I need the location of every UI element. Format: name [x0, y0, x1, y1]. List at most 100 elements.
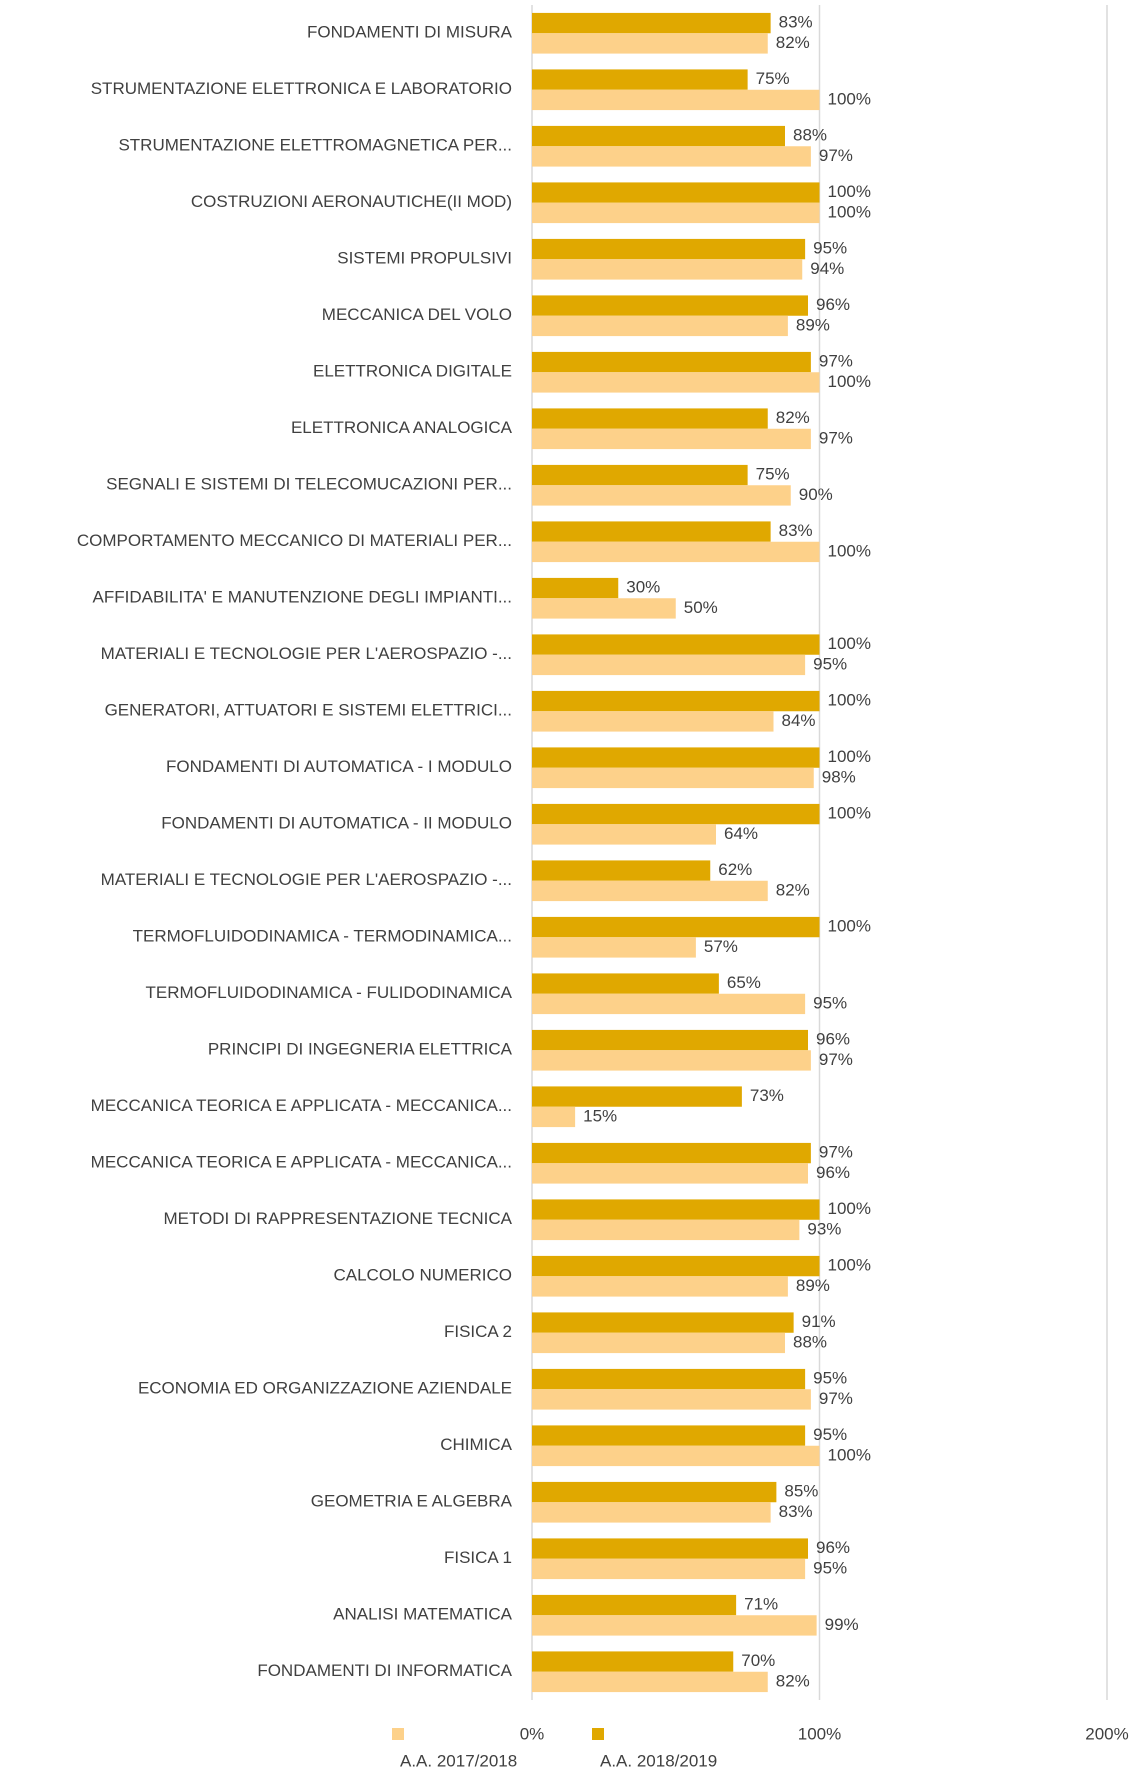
- value-label: 100%: [828, 541, 871, 560]
- bar: [532, 1389, 811, 1410]
- value-label: 83%: [779, 1502, 813, 1521]
- legend-swatch: [592, 1728, 604, 1740]
- y-tick-label: MATERIALI E TECNOLOGIE PER L'AEROSPAZIO …: [101, 644, 512, 663]
- value-label: 100%: [828, 804, 871, 823]
- bar: [532, 1050, 811, 1071]
- y-tick-label: TERMOFLUIDODINAMICA - TERMODINAMICA...: [133, 927, 512, 946]
- y-tick-label: FISICA 2: [444, 1322, 512, 1341]
- value-label: 89%: [796, 1276, 830, 1295]
- bar: [532, 937, 696, 958]
- bar: [532, 1219, 800, 1241]
- value-label: 100%: [828, 747, 871, 766]
- bar: [532, 1594, 737, 1616]
- bar: [532, 146, 811, 167]
- bar: [532, 747, 820, 768]
- bar: [532, 803, 820, 825]
- value-label: 83%: [779, 13, 813, 32]
- value-label: 70%: [741, 1651, 775, 1670]
- bar: [532, 711, 774, 732]
- legend-label: A.A. 2018/2019: [600, 1751, 717, 1770]
- bar: [532, 1558, 806, 1580]
- y-tick-label: CALCOLO NUMERICO: [333, 1266, 512, 1285]
- value-label: 95%: [813, 1558, 847, 1577]
- value-label: 94%: [810, 259, 844, 278]
- value-label: 100%: [828, 917, 871, 936]
- bar: [532, 1502, 771, 1523]
- y-tick-label: GENERATORI, ATTUATORI E SISTEMI ELETTRIC…: [105, 701, 512, 720]
- bar: [532, 993, 806, 1015]
- value-label: 65%: [727, 973, 761, 992]
- value-label: 100%: [828, 89, 871, 108]
- value-label: 30%: [626, 578, 660, 597]
- y-tick-label: METODI DI RAPPRESENTAZIONE TECNICA: [163, 1209, 512, 1228]
- value-label: 57%: [704, 937, 738, 956]
- value-label: 100%: [828, 1445, 871, 1464]
- bar: [532, 1445, 820, 1467]
- bar: [532, 654, 806, 676]
- x-tick-label: 100%: [798, 1724, 841, 1743]
- y-tick-label: STRUMENTAZIONE ELETTRONICA E LABORATORIO: [91, 79, 512, 98]
- bar: [532, 577, 619, 599]
- y-tick-label: ECONOMIA ED ORGANIZZAZIONE AZIENDALE: [138, 1379, 512, 1398]
- value-label: 95%: [813, 654, 847, 673]
- value-label: 88%: [793, 1332, 827, 1351]
- bar: [532, 125, 785, 147]
- value-label: 99%: [825, 1615, 859, 1634]
- bar: [532, 1163, 808, 1184]
- y-tick-label: PRINCIPI DI INGEGNERIA ELETTRICA: [208, 1040, 513, 1059]
- bar: [532, 69, 748, 90]
- bar: [532, 372, 820, 393]
- value-label: 64%: [724, 824, 758, 843]
- bar: [532, 1086, 742, 1107]
- y-tick-label: FONDAMENTI DI INFORMATICA: [257, 1661, 512, 1680]
- bar: [532, 12, 771, 34]
- y-tick-label: ANALISI MATEMATICA: [333, 1605, 513, 1624]
- bar: [532, 202, 820, 224]
- bar: [532, 1671, 768, 1693]
- bar: [532, 541, 820, 563]
- y-tick-label: FONDAMENTI DI AUTOMATICA - II MODULO: [161, 814, 512, 833]
- value-label: 50%: [684, 598, 718, 617]
- value-label: 95%: [813, 1369, 847, 1388]
- bar: [532, 1276, 788, 1297]
- value-label: 100%: [828, 1199, 871, 1218]
- value-label: 82%: [776, 1671, 810, 1690]
- bar: [532, 1368, 806, 1390]
- bar: [532, 259, 803, 280]
- value-label: 82%: [776, 33, 810, 52]
- value-label: 97%: [819, 428, 853, 447]
- bar: [532, 1481, 777, 1503]
- value-label: 100%: [828, 691, 871, 710]
- bar: [532, 33, 768, 54]
- bar: [532, 1255, 820, 1277]
- bar: [532, 408, 768, 429]
- value-label: 90%: [799, 485, 833, 504]
- value-label: 91%: [802, 1312, 836, 1331]
- value-label: 98%: [822, 767, 856, 786]
- y-tick-label: ELETTRONICA ANALOGICA: [291, 418, 513, 437]
- y-tick-label: TERMOFLUIDODINAMICA - FULIDODINAMICA: [146, 983, 513, 1002]
- y-tick-label: STRUMENTAZIONE ELETTROMAGNETICA PER...: [118, 136, 512, 155]
- value-label: 82%: [776, 880, 810, 899]
- y-tick-label: COMPORTAMENTO MECCANICO DI MATERIALI PER…: [77, 531, 512, 550]
- bar: [532, 916, 820, 938]
- bar: [532, 1651, 734, 1672]
- bar: [532, 860, 711, 881]
- value-label: 100%: [828, 182, 871, 201]
- y-tick-label: FONDAMENTI DI MISURA: [307, 23, 513, 42]
- value-label: 75%: [756, 69, 790, 88]
- value-label: 73%: [750, 1086, 784, 1105]
- legend-label: A.A. 2017/2018: [400, 1751, 517, 1770]
- bar: [532, 1199, 820, 1220]
- bar: [532, 1615, 817, 1636]
- y-tick-label: SISTEMI PROPULSIVI: [337, 249, 512, 268]
- value-label: 96%: [816, 1030, 850, 1049]
- bar: [532, 351, 811, 373]
- y-tick-label: MECCANICA TEORICA E APPLICATA - MECCANIC…: [91, 1096, 512, 1115]
- y-tick-label: FONDAMENTI DI AUTOMATICA - I MODULO: [166, 757, 512, 776]
- y-tick-label: AFFIDABILITA' E MANUTENZIONE DEGLI IMPIA…: [93, 588, 512, 607]
- bar: [532, 182, 820, 203]
- bar: [532, 464, 748, 486]
- value-label: 88%: [793, 126, 827, 145]
